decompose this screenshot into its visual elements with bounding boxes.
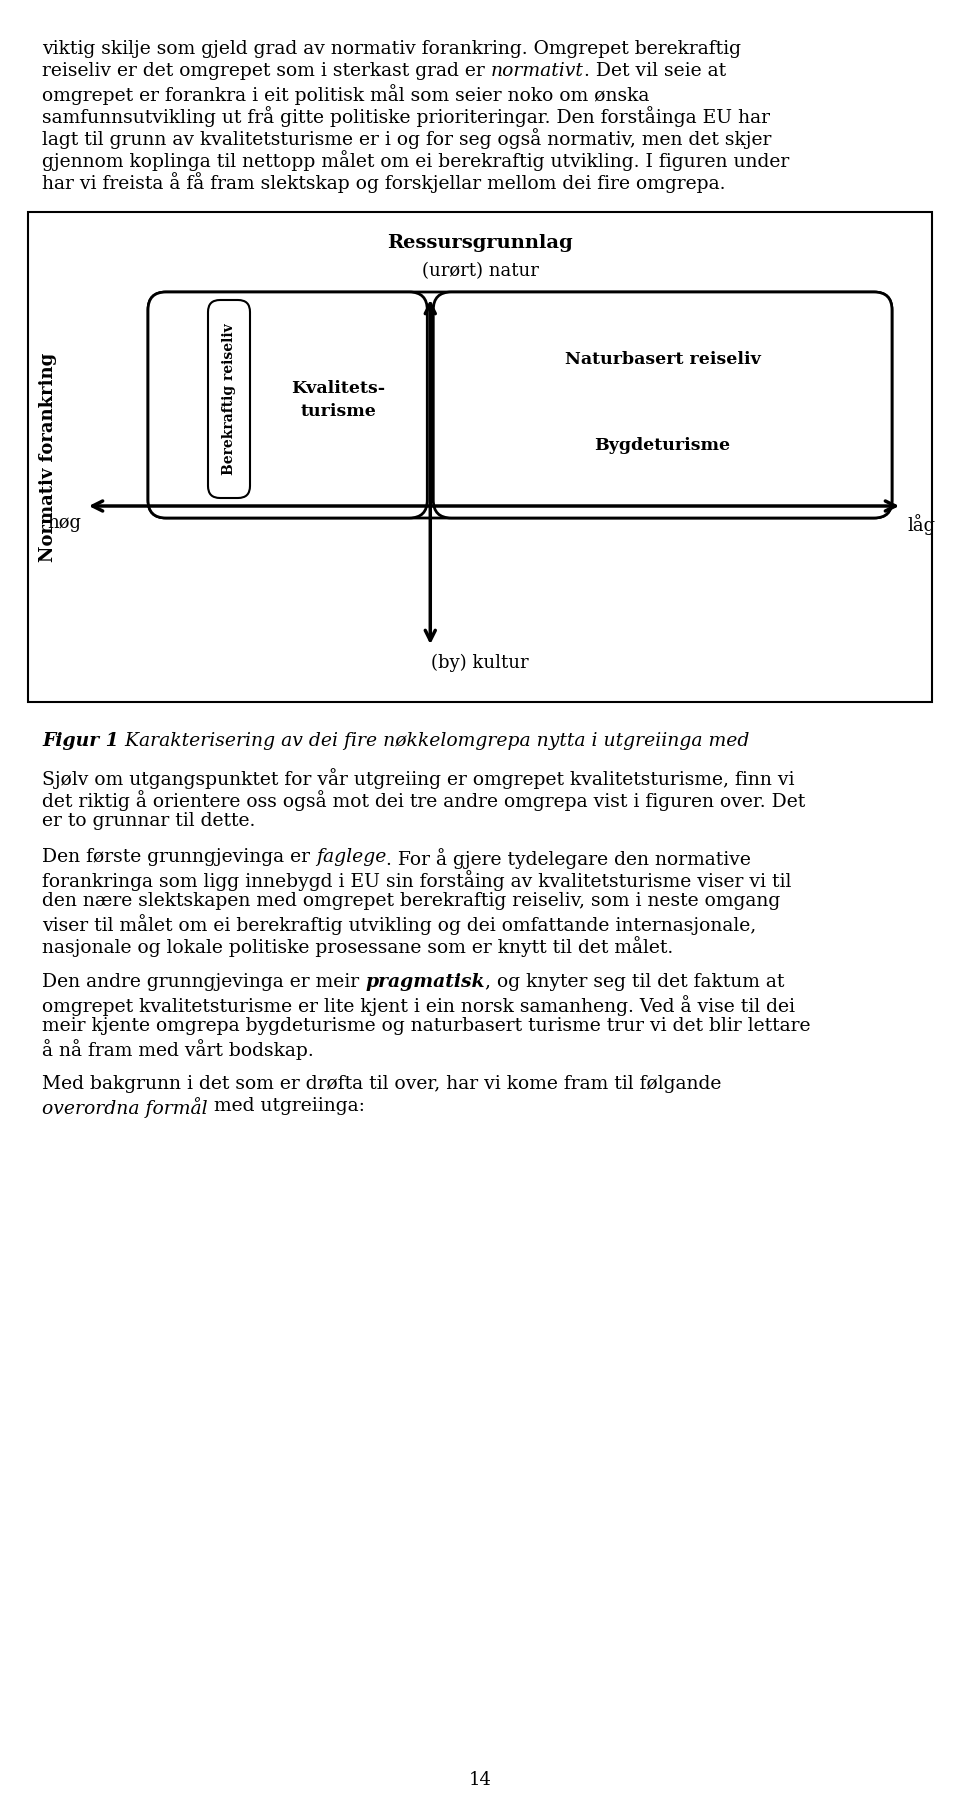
Text: (by) kultur: (by) kultur [431, 653, 529, 671]
Text: Den første grunngjevinga er: Den første grunngjevinga er [42, 848, 316, 866]
FancyBboxPatch shape [208, 300, 250, 498]
Text: Med bakgrunn i det som er drøfta til over, har vi kome fram til følgande: Med bakgrunn i det som er drøfta til ove… [42, 1075, 721, 1093]
Text: Den andre grunngjevinga er meir: Den andre grunngjevinga er meir [42, 973, 365, 991]
Text: (urørt) natur: (urørt) natur [421, 262, 539, 280]
Text: Karakterisering av dei fire nøkkelomgrepa nytta i utgreiinga med: Karakterisering av dei fire nøkkelomgrep… [119, 731, 749, 749]
Text: med utgreiinga:: med utgreiinga: [207, 1097, 365, 1115]
Text: normativt: normativt [491, 62, 584, 80]
Text: . Det vil seie at: . Det vil seie at [584, 62, 726, 80]
Text: omgrepet kvalitetsturisme er lite kjent i ein norsk samanheng. Ved å vise til de: omgrepet kvalitetsturisme er lite kjent … [42, 995, 795, 1015]
Text: Normativ forankring: Normativ forankring [39, 353, 57, 562]
Bar [28, 213, 932, 702]
Text: låg: låg [907, 515, 935, 535]
Text: meir kjente omgrepa bygdeturisme og naturbasert turisme trur vi det blir lettare: meir kjente omgrepa bygdeturisme og natu… [42, 1017, 810, 1035]
FancyBboxPatch shape [148, 293, 892, 518]
FancyBboxPatch shape [148, 293, 427, 518]
Text: det riktig å orientere oss også mot dei tre andre omgrepa vist i figuren over. D: det riktig å orientere oss også mot dei … [42, 789, 805, 811]
Text: overordna formål: overordna formål [42, 1097, 207, 1119]
Text: pragmatisk: pragmatisk [365, 973, 485, 991]
Text: høg: høg [47, 515, 81, 531]
Text: nasjonale og lokale politiske prosessane som er knytt til det målet.: nasjonale og lokale politiske prosessane… [42, 937, 673, 957]
Text: lagt til grunn av kvalitetsturisme er i og for seg også normativ, men det skjer: lagt til grunn av kvalitetsturisme er i … [42, 127, 772, 149]
Text: omgrepet er forankra i eit politisk mål som seier noko om ønska: omgrepet er forankra i eit politisk mål … [42, 84, 649, 106]
Text: faglege: faglege [316, 848, 386, 866]
FancyBboxPatch shape [433, 293, 892, 518]
Text: å nå fram med vårt bodskap.: å nå fram med vårt bodskap. [42, 1039, 314, 1059]
Text: . For å gjere tydelegare den normative: . For å gjere tydelegare den normative [386, 848, 752, 869]
Text: Figur 1: Figur 1 [42, 731, 119, 749]
Text: viktig skilje som gjeld grad av normativ forankring. Omgrepet berekraftig: viktig skilje som gjeld grad av normativ… [42, 40, 741, 58]
Text: er to grunnar til dette.: er to grunnar til dette. [42, 811, 255, 829]
Text: forankringa som ligg innebygd i EU sin forståing av kvalitetsturisme viser vi ti: forankringa som ligg innebygd i EU sin f… [42, 869, 791, 891]
Text: reiseliv er det omgrepet som i sterkast grad er: reiseliv er det omgrepet som i sterkast … [42, 62, 491, 80]
Text: 14: 14 [468, 1772, 492, 1790]
Text: Ressursgrunnlag: Ressursgrunnlag [387, 235, 573, 253]
Text: Bygdeturisme: Bygdeturisme [594, 437, 731, 455]
Text: Berekraftig reiseliv: Berekraftig reiseliv [222, 324, 236, 475]
Text: den nære slektskapen med omgrepet berekraftig reiseliv, som i neste omgang: den nære slektskapen med omgrepet berekr… [42, 893, 780, 910]
Text: Kvalitets-
turisme: Kvalitets- turisme [292, 380, 386, 420]
Text: samfunnsutvikling ut frå gitte politiske prioriteringar. Den forståinga EU har: samfunnsutvikling ut frå gitte politiske… [42, 106, 770, 127]
Text: viser til målet om ei berekraftig utvikling og dei omfattande internasjonale,: viser til målet om ei berekraftig utvikl… [42, 915, 756, 935]
Text: gjennom koplinga til nettopp målet om ei berekraftig utvikling. I figuren under: gjennom koplinga til nettopp målet om ei… [42, 149, 789, 171]
Text: har vi freista å få fram slektskap og forskjellar mellom dei fire omgrepa.: har vi freista å få fram slektskap og fo… [42, 173, 726, 193]
Text: Sjølv om utgangspunktet for vår utgreiing er omgrepet kvalitetsturisme, finn vi: Sjølv om utgangspunktet for vår utgreiin… [42, 768, 795, 789]
Text: , og knyter seg til det faktum at: , og knyter seg til det faktum at [485, 973, 784, 991]
Text: Naturbasert reiseliv: Naturbasert reiseliv [564, 351, 760, 367]
